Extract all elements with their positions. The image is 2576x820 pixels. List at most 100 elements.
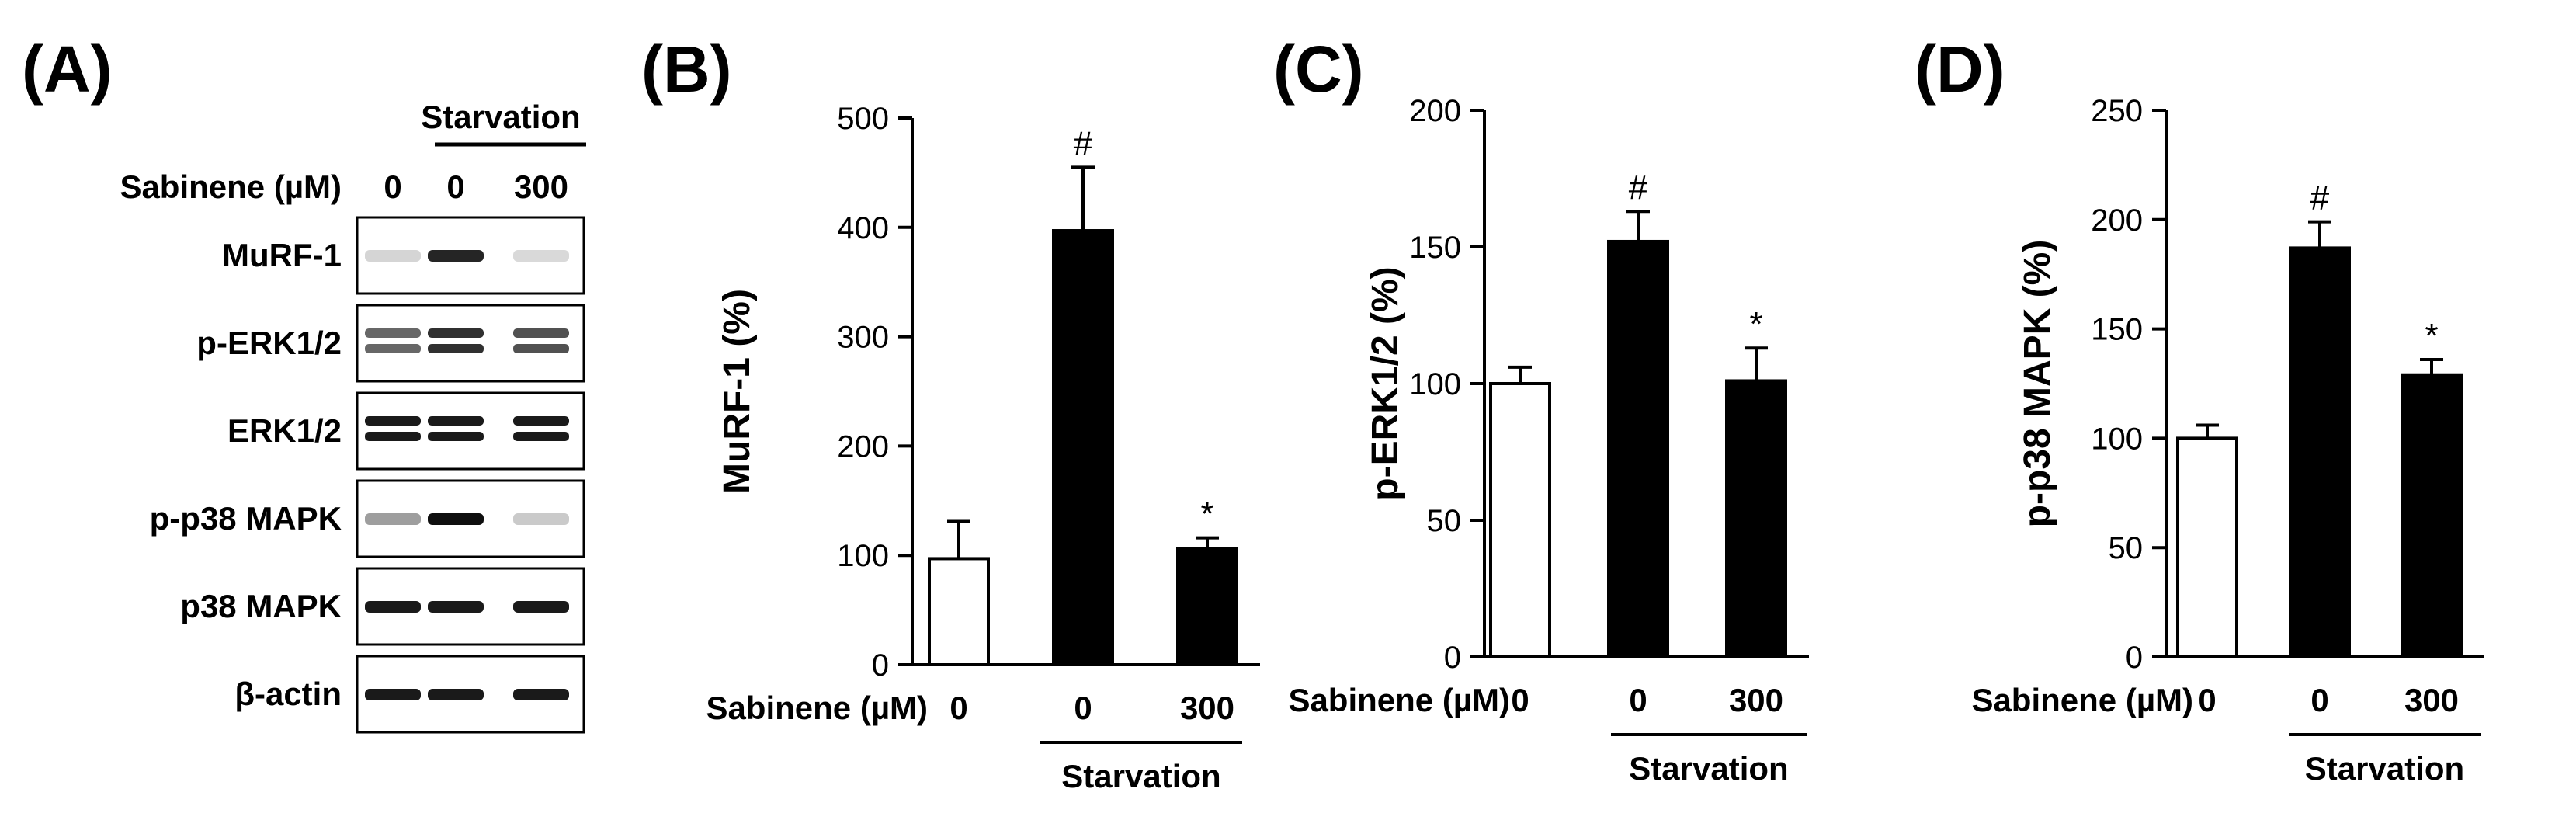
y-tick-label: 0 [1444, 641, 1461, 675]
blot-band [428, 432, 484, 441]
blot-band [428, 689, 484, 700]
blot-band [365, 328, 421, 338]
y-tick-label: 50 [1427, 504, 1462, 538]
y-axis-label: p-p38 MAPK (%) [2017, 240, 2058, 528]
blot-band [513, 328, 569, 338]
blot-band [365, 344, 421, 353]
blot-row: ERK1/2 [227, 391, 585, 471]
group-label: Starvation [1061, 758, 1220, 794]
blot-band [513, 432, 569, 441]
bar [928, 557, 990, 667]
blot-row-label: p38 MAPK [180, 588, 342, 624]
y-tick-label: 150 [1409, 231, 1461, 265]
significance-marker: * [2425, 317, 2438, 355]
blot-band [365, 689, 421, 700]
blot-rows: MuRF-1 p-ERK1/2 ERK1/2 p-p38 MAPK p38 MAPK β-… [150, 216, 585, 734]
blot-row: β-actin [234, 655, 585, 734]
blot-row: p-p38 MAPK [150, 479, 585, 558]
x-tick-label: 300 [2404, 682, 2459, 718]
blot-band [365, 416, 421, 426]
y-tick-label: 150 [2091, 313, 2143, 347]
y-tick-label: 0 [2126, 641, 2143, 675]
blot-treatment-label: Sabinene (µM) [120, 169, 342, 205]
significance-marker: # [1074, 124, 1093, 162]
group-label: Starvation [1629, 750, 1788, 787]
significance-marker: * [1749, 305, 1762, 343]
blot-dose-label: 0 [446, 169, 464, 205]
blot-row-label: p-p38 MAPK [150, 500, 342, 537]
blot-row-label: β-actin [234, 676, 342, 712]
y-axis-label: p-ERK1/2 (%) [1365, 266, 1406, 500]
blot-band [513, 250, 569, 262]
x-tick-label: 0 [1511, 682, 1529, 718]
blot-band [513, 689, 569, 700]
blot-group-label: Starvation [421, 99, 580, 135]
x-tick-label: 0 [950, 690, 967, 726]
bar [1607, 239, 1669, 658]
blot-band [513, 601, 569, 613]
x-axis-label: Sabinene (µM) [1288, 682, 1510, 718]
blot-band [365, 513, 421, 525]
blot-band [428, 601, 484, 613]
y-tick-label: 0 [872, 648, 889, 683]
bar-chart-p-p38: (D) 0 50 100 150 200 250 p-p38 MAPK (%) # * Sabine… [1915, 33, 2484, 787]
blot-row-label: MuRF-1 [222, 237, 342, 273]
y-tick-label: 400 [837, 211, 889, 245]
significance-marker: # [1629, 169, 1648, 207]
blot-dose-label: 0 [384, 169, 401, 205]
blot-band [365, 601, 421, 613]
bar [2176, 436, 2238, 659]
blot-dose-labels: 0 0 300 [384, 169, 568, 205]
bar [1176, 547, 1238, 667]
panel-label: (D) [1915, 33, 2005, 106]
blot-band [428, 328, 484, 338]
blot-row-label: p-ERK1/2 [196, 325, 342, 361]
blot-row: p38 MAPK [180, 567, 585, 646]
blot-box [356, 304, 585, 383]
blot-band [365, 250, 421, 262]
blot-row: MuRF-1 [222, 216, 585, 295]
y-axis-label: MuRF-1 (%) [717, 289, 758, 494]
blot-band [513, 416, 569, 426]
y-tick-label: 200 [1409, 94, 1461, 128]
x-tick-label: 0 [1074, 690, 1092, 726]
y-tick-label: 100 [837, 539, 889, 573]
x-axis-label: Sabinene (µM) [1971, 682, 2193, 718]
panel-label: (C) [1273, 33, 1364, 106]
panel-label: (B) [641, 33, 732, 106]
x-tick-label: 0 [2310, 682, 2328, 718]
blot-row-label: ERK1/2 [227, 412, 342, 449]
blot-box [356, 391, 585, 471]
blot-band [513, 344, 569, 353]
x-tick-label: 0 [2198, 682, 2216, 718]
y-tick-label: 300 [837, 321, 889, 355]
western-blot-panel: (A) Starvation Sabinene (µM) 0 0 300 MuRF-… [22, 33, 586, 734]
blot-band [428, 416, 484, 426]
x-tick-label: 300 [1729, 682, 1783, 718]
bar [2401, 373, 2463, 658]
group-label: Starvation [2305, 750, 2464, 787]
blot-band [428, 250, 484, 262]
y-tick-label: 100 [1409, 367, 1461, 401]
blot-band [365, 432, 421, 441]
blot-dose-label: 300 [514, 169, 568, 205]
blot-band [428, 344, 484, 353]
x-axis-label: Sabinene (µM) [706, 690, 928, 726]
y-tick-label: 500 [837, 102, 889, 136]
bar [1725, 379, 1787, 658]
bar [1489, 382, 1551, 658]
blot-row: p-ERK1/2 [196, 304, 585, 383]
blot-band [428, 513, 484, 525]
significance-marker: * [1200, 495, 1213, 533]
y-tick-label: 100 [2091, 422, 2143, 456]
significance-marker: # [2310, 179, 2330, 217]
x-tick-label: 0 [1629, 682, 1647, 718]
blot-band [513, 513, 569, 525]
y-tick-label: 200 [2091, 203, 2143, 238]
y-tick-label: 200 [837, 429, 889, 464]
x-tick-label: 300 [1180, 690, 1234, 726]
y-tick-label: 250 [2091, 94, 2143, 128]
y-tick-label: 50 [2109, 531, 2144, 565]
panel-label-a: (A) [22, 33, 113, 106]
